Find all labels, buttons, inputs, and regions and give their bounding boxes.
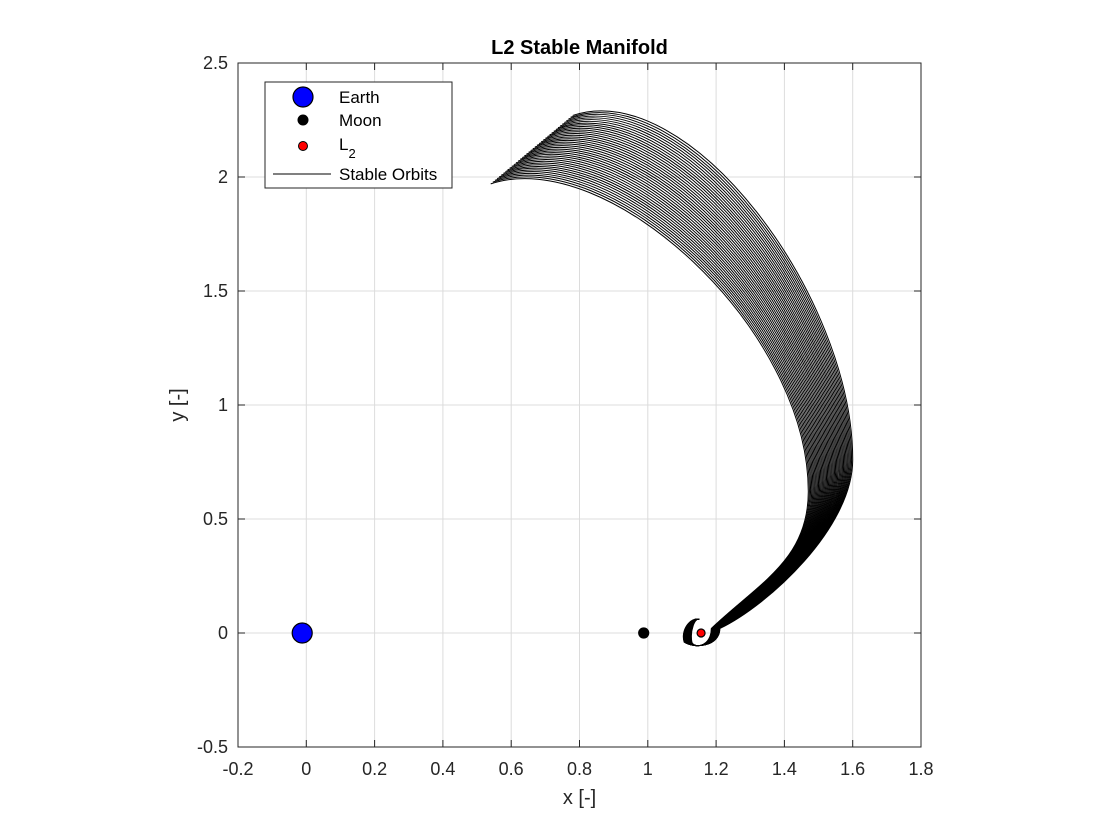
y-tick-label: 2 [218, 167, 228, 187]
legend-moon-marker [297, 114, 309, 126]
stable-orbit [572, 110, 854, 647]
legend-earth-label: Earth [339, 88, 380, 107]
moon-marker [638, 627, 650, 639]
legend-l2-label: L2 [339, 135, 356, 161]
legend-moon-label: Moon [339, 111, 382, 130]
legend-l2-subscript: 2 [348, 146, 355, 161]
x-tick-label: -0.2 [222, 759, 253, 779]
x-tick-label: 0.2 [362, 759, 387, 779]
bodies [291, 622, 706, 644]
earth-marker [291, 622, 313, 644]
legend-orbits-label: Stable Orbits [339, 165, 437, 184]
ticks: -0.2 0 0.2 0.4 0.6 0.8 1 1.2 1.4 1.6 1.8 -0.5 0 0.5 1 1… [197, 53, 934, 779]
x-tick-label: 1 [643, 759, 653, 779]
x-tick-label: 1.6 [840, 759, 865, 779]
x-tick-label: 0.8 [567, 759, 592, 779]
y-tick-label: 0 [218, 623, 228, 643]
legend-l2-letter: L [339, 135, 348, 154]
legend-earth-marker [292, 86, 314, 108]
x-tick-label: 0.4 [430, 759, 455, 779]
legend: Earth Moon L2 Stable Orbits [264, 81, 453, 189]
x-tick-label: 0 [301, 759, 311, 779]
y-axis-label: y [-] [167, 388, 189, 421]
y-tick-label: -0.5 [197, 737, 228, 757]
x-tick-label: 1.4 [772, 759, 797, 779]
y-tick-label: 1 [218, 395, 228, 415]
x-tick-label: 1.8 [908, 759, 933, 779]
stable-orbits [490, 110, 854, 647]
y-tick-label: 0.5 [203, 509, 228, 529]
x-axis-label: x [-] [563, 787, 596, 809]
legend-l2-marker [298, 141, 308, 151]
y-tick-label: 2.5 [203, 53, 228, 73]
l2-marker [696, 628, 706, 638]
x-tick-label: 1.2 [704, 759, 729, 779]
chart-title: L2 Stable Manifold [491, 37, 668, 59]
y-tick-label: 1.5 [203, 281, 228, 301]
x-tick-label: 0.6 [499, 759, 524, 779]
